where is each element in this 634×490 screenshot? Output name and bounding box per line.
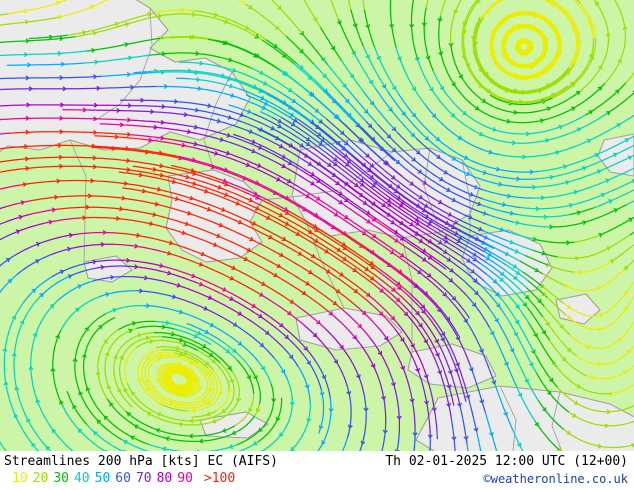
valid-time-label: Th 02-01-2025 12:00 UTC (12+00) — [385, 454, 628, 469]
landmass — [166, 170, 262, 262]
landmass — [200, 412, 268, 438]
legend-value-40: 40 — [73, 471, 90, 486]
legend-value-20: 20 — [32, 471, 49, 486]
legend-value-gt100: >100 — [203, 471, 236, 486]
coastline — [295, 307, 403, 351]
political-border — [261, 151, 393, 201]
political-border — [305, 221, 345, 309]
chart-title: Streamlines 200 hPa [kts] EC (AIFS) — [4, 454, 278, 469]
coastline — [415, 385, 634, 451]
coastline — [555, 293, 601, 325]
political-border — [499, 385, 517, 451]
coastline — [165, 169, 263, 263]
copyright-label: ©weatheronline.co.uk — [483, 472, 629, 486]
legend-value-50: 50 — [94, 471, 111, 486]
coastline — [407, 343, 497, 389]
legend-value-70: 70 — [135, 471, 152, 486]
legend-value-60: 60 — [115, 471, 131, 486]
landmass — [296, 308, 402, 350]
speed-legend: 10 20 30 40 50 60 70 80 90 >100 — [12, 471, 240, 486]
streamline-layer — [0, 0, 634, 451]
legend-value-10: 10 — [12, 471, 28, 486]
landmass — [84, 256, 132, 282]
legend-value-30: 30 — [53, 471, 69, 486]
landmass — [416, 386, 634, 451]
landmass — [462, 230, 552, 296]
legend-value-80: 80 — [156, 471, 173, 486]
legend-value-90: 90 — [177, 471, 193, 486]
coastline — [0, 0, 251, 152]
political-border — [95, 7, 153, 121]
streamline-map-canvas — [0, 0, 634, 451]
political-border — [551, 391, 563, 451]
footer-bar: Streamlines 200 hPa [kts] EC (AIFS) 10 20… — [0, 451, 634, 490]
coastline-layer — [0, 0, 634, 451]
political-border — [401, 237, 413, 352]
political-border — [203, 71, 233, 171]
streamline-map[interactable] — [0, 0, 634, 451]
coastline — [199, 411, 270, 439]
